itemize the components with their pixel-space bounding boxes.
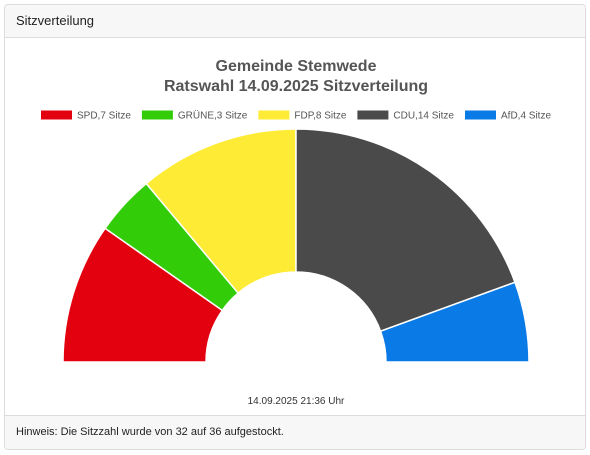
arc-cdu[interactable] xyxy=(295,128,516,333)
legend-swatch xyxy=(41,110,72,120)
card-footer: Hinweis: Die Sitzzahl wurde von 32 auf 3… xyxy=(5,415,585,449)
arc-fdp[interactable] xyxy=(145,128,297,295)
chart-title: Gemeinde Stemwede xyxy=(216,58,377,75)
legend-item-gruene[interactable]: GRÜNE,3 Sitze xyxy=(141,110,248,122)
chart-area: Gemeinde Stemwede Ratswahl 14.09.2025 Si… xyxy=(5,38,585,416)
legend-item-fdp[interactable]: FDP,8 Sitze xyxy=(258,110,347,122)
legend-swatch xyxy=(465,110,496,120)
legend-label: GRÜNE,3 Sitze xyxy=(178,110,248,122)
chart-subtitle: Ratswahl 14.09.2025 Sitzverteilung xyxy=(164,78,428,95)
seat-distribution-card: Sitzverteilung Gemeinde Stemwede Ratswah… xyxy=(4,4,586,450)
chart-arcs xyxy=(62,128,530,363)
chart-timestamp: 14.09.2025 21:36 Uhr xyxy=(248,396,345,407)
legend-item-afd[interactable]: AfD,4 Sitze xyxy=(465,110,551,122)
seat-chart: Gemeinde Stemwede Ratswahl 14.09.2025 Si… xyxy=(41,58,551,407)
chart-legend[interactable]: SPD,7 Sitze GRÜNE,3 Sitze FDP,8 Sitze CDU,1… xyxy=(41,110,551,122)
legend-label: FDP,8 Sitze xyxy=(294,111,346,122)
arc-afd[interactable] xyxy=(379,281,530,363)
card-header: Sitzverteilung xyxy=(5,5,585,38)
legend-swatch xyxy=(357,110,389,120)
legend-item-spd[interactable]: SPD,7 Sitze xyxy=(41,110,131,122)
card-title: Sitzverteilung xyxy=(16,13,95,28)
footer-note: Hinweis: Die Sitzzahl wurde von 32 auf 3… xyxy=(16,426,284,438)
legend-label: SPD,7 Sitze xyxy=(77,111,131,122)
legend-swatch xyxy=(141,110,173,120)
legend-item-cdu[interactable]: CDU,14 Sitze xyxy=(357,110,454,122)
legend-label: CDU,14 Sitze xyxy=(393,111,454,122)
legend-swatch xyxy=(258,110,290,120)
legend-label: AfD,4 Sitze xyxy=(501,111,551,122)
arc-spd[interactable] xyxy=(62,227,224,363)
